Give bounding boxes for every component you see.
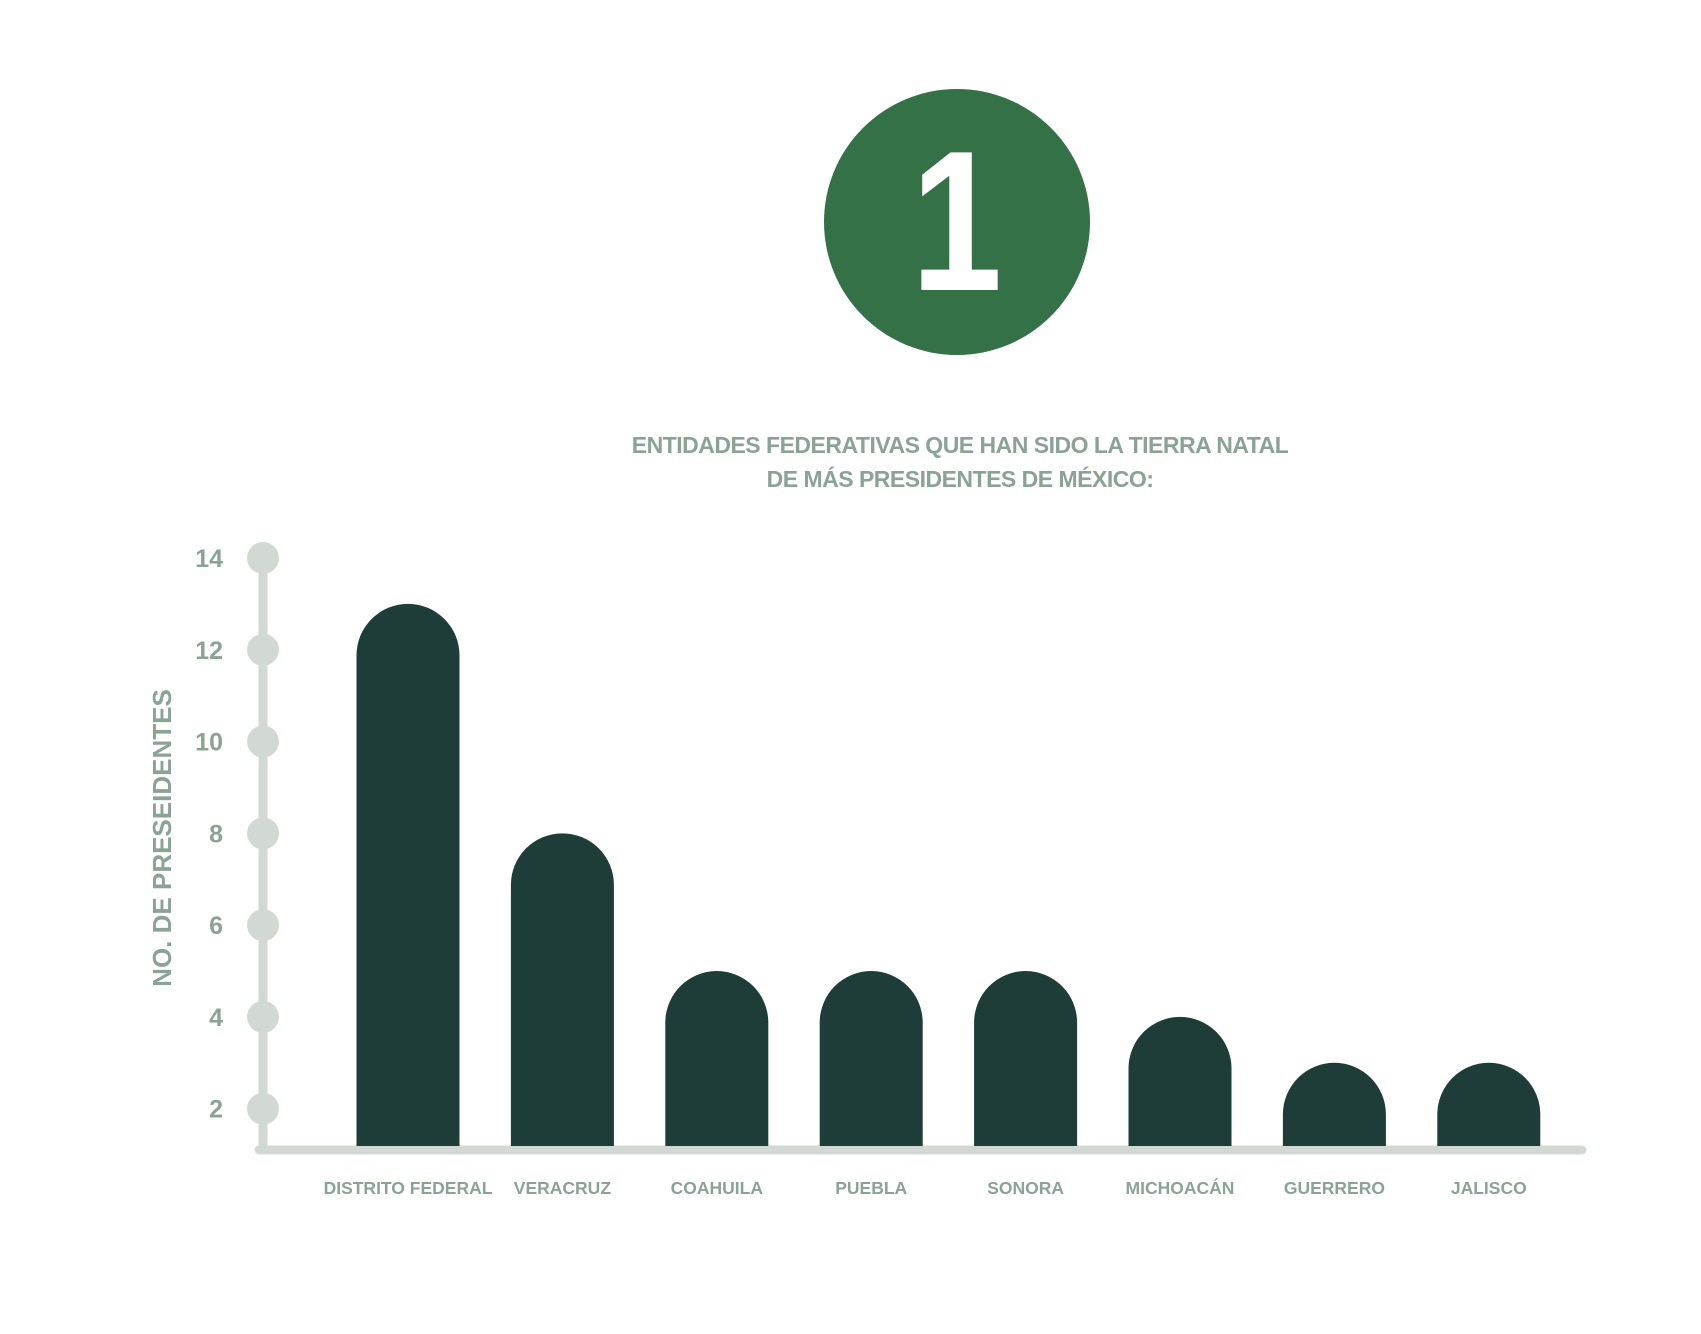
bar-puebla [819,971,923,1146]
chart-title-line-2: DE MÁS PRESIDENTES DE MÉXICO: [766,466,1154,492]
bar-guerrero [1282,1062,1386,1146]
chart-title-line-1: ENTIDADES FEDERATIVAS QUE HAN SIDO LA TI… [631,432,1289,458]
x-category-label: COAHUILA [671,1178,764,1198]
x-category-label: PUEBLA [835,1178,907,1198]
bar-michoacán [1128,1016,1232,1146]
x-category-label: SONORA [987,1178,1064,1198]
bar-distrito-federal [356,603,460,1146]
y-tick-label: 10 [195,729,223,757]
y-tick-dot [247,909,279,942]
y-tick-label: 14 [195,545,223,573]
y-tick-label: 4 [209,1004,223,1032]
bars [356,603,1541,1146]
axes [247,542,1587,1155]
x-category-label: DISTRITO FEDERAL [324,1178,493,1198]
badge-number: 1 [911,110,1003,333]
y-tick-dot [247,1000,279,1033]
x-category-label: GUERRERO [1284,1178,1385,1198]
number-badge: 1 [824,89,1090,355]
labels: 2 4 6 8 10 12 14 NO. DE PRESEIDENTES DISTRITO FE… [147,545,1527,1198]
y-tick-dot [247,725,279,758]
x-category-label: MICHOACÁN [1126,1177,1235,1198]
y-tick-label: 12 [195,637,223,665]
x-category-label: JALISCO [1451,1178,1527,1198]
chart-title: ENTIDADES FEDERATIVAS QUE HAN SIDO LA TI… [560,428,1360,496]
y-axis-title: NO. DE PRESEIDENTES [147,689,177,987]
y-tick-label: 6 [209,912,223,940]
y-tick-dot [247,633,279,666]
bar-veracruz [510,833,614,1146]
y-tick-label: 8 [209,820,223,848]
bar-coahuila [665,971,769,1146]
y-tick-dot [247,542,279,574]
y-tick-dot [247,817,279,850]
y-tick-label: 2 [209,1096,223,1124]
bar-sonora [974,971,1078,1146]
y-tick-dot [247,1092,279,1125]
x-category-label: VERACRUZ [514,1178,612,1198]
bar-jalisco [1437,1062,1541,1146]
